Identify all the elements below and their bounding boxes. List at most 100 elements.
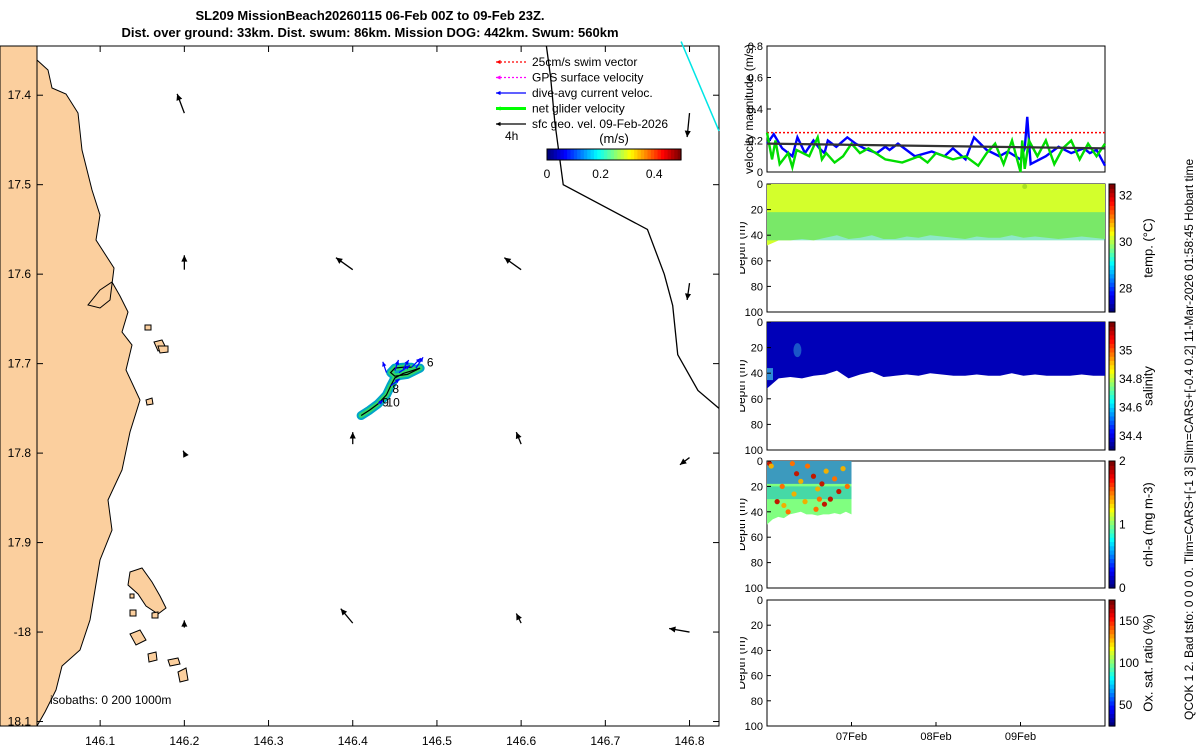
colorbar-segment	[647, 149, 652, 160]
temperature-section-colorbar-segment	[1109, 248, 1115, 253]
colorbar-segment	[597, 149, 602, 160]
oxygen-section-y-tick-label: 100	[745, 721, 763, 733]
island-10	[144, 324, 152, 331]
temperature-section-colorbar-label: temp. (°C)	[1140, 218, 1155, 277]
colorbar-segment	[630, 149, 635, 160]
oxygen-section-colorbar-segment	[1109, 709, 1115, 714]
chlorophyll-section-y-tick-label: 60	[751, 532, 763, 544]
chlorophyll-surface-layer	[767, 461, 852, 484]
side-metadata-text: QCOK 1 2. Bad tsfo: 0 0 0 0. Tlim=CARS+[…	[1182, 159, 1196, 720]
chlorophyll-section-colorbar-segment	[1109, 490, 1115, 496]
salinity-section-colorbar-segment	[1109, 334, 1115, 340]
velocity-y-tick-label: 0.6	[748, 73, 763, 85]
chlorophyll-section-colorbar-segment	[1109, 558, 1115, 564]
colorbar-label: (m/s)	[599, 131, 629, 146]
dive-avg-current-arrowhead	[378, 400, 384, 405]
salinity-section-colorbar-segment	[1109, 364, 1115, 370]
geo-velocity-arrowhead	[183, 450, 189, 458]
oxygen-section-colorbar-segment	[1109, 637, 1115, 643]
oxygen-section-colorbar-segment	[1109, 654, 1115, 660]
salinity-section-colorbar-segment	[1109, 394, 1115, 400]
chlorophyll-section-colorbar-segment	[1109, 511, 1115, 517]
chlorophyll-section-colorbar-segment	[1109, 554, 1115, 559]
legend-label: GPS surface velocity	[532, 71, 643, 85]
salinity-section-colorbar-segment	[1109, 390, 1115, 396]
island-11	[129, 593, 135, 599]
oxygen-section-colorbar-segment	[1109, 692, 1115, 698]
chlorophyll-section-colorbar-segment	[1109, 579, 1115, 585]
chlorophyll-high-spot	[793, 471, 800, 477]
oxygen-x-tick-label: 09Feb	[1005, 731, 1036, 743]
colorbar-segment	[590, 149, 595, 160]
oxygen-section-colorbar-segment	[1109, 621, 1115, 626]
dive-avg-current-arrowhead	[418, 357, 424, 363]
salinity-section-colorbar-segment	[1109, 360, 1115, 366]
chlorophyll-section-colorbar-segment	[1109, 571, 1115, 576]
chlorophyll-high-spot	[804, 463, 811, 469]
track-day-label: 6	[427, 355, 434, 369]
island-8	[177, 667, 189, 683]
colorbar-frame	[546, 148, 682, 161]
chlorophyll-section-colorbar-tick-label: 2	[1119, 454, 1126, 468]
island-3	[145, 397, 154, 406]
colorbar-segment	[583, 149, 588, 160]
colorbar-tick-label: 0.4	[646, 167, 663, 181]
temperature-section-colorbar-segment	[1109, 273, 1115, 279]
dive-avg-current-arrowhead	[382, 361, 387, 367]
chlorophyll-high-spot	[827, 496, 833, 502]
salinity-section-data	[767, 322, 1105, 389]
colorbar-segment	[634, 149, 639, 160]
colorbar-segment	[660, 149, 665, 160]
temperature-warm-spot	[1022, 184, 1028, 190]
colorbar-segment	[620, 149, 625, 160]
temperature-section-colorbar-segment	[1109, 239, 1115, 245]
oxygen-section-y-tick-label: 20	[751, 620, 763, 632]
oxygen-section-colorbar-segment	[1109, 629, 1115, 635]
oxygen-section-y-tick-label: 60	[751, 671, 763, 683]
temperature-section-colorbar-segment	[1109, 252, 1115, 258]
temperature-section-colorbar-segment	[1109, 230, 1115, 236]
chlorophyll-high-spot	[815, 486, 821, 492]
salinity-section-colorbar-segment	[1109, 322, 1115, 327]
chlorophyll-high-spot	[836, 488, 842, 495]
temperature-section-colorbar-segment	[1109, 188, 1115, 194]
salinity-section-colorbar-segment	[1109, 420, 1115, 425]
colorbar-segment	[670, 149, 675, 160]
oxygen-section-colorbar-segment	[1109, 696, 1115, 702]
track-day-label: 9	[382, 396, 389, 410]
geo-velocity-arrowhead	[349, 432, 356, 439]
temperature-section-colorbar-segment	[1109, 256, 1115, 262]
colorbar-segment	[640, 149, 645, 160]
chlorophyll-section-colorbar-segment	[1109, 465, 1115, 471]
chlorophyll-high-spot	[779, 483, 785, 489]
chlorophyll-high-spot	[785, 509, 791, 515]
map-y-tick-label: -18	[14, 625, 32, 639]
temperature-section-colorbar-segment	[1109, 235, 1115, 241]
oxygen-section-colorbar-segment	[1109, 684, 1115, 689]
chlorophyll-section-colorbar-frame	[1108, 460, 1116, 589]
chlorophyll-high-spot	[774, 499, 780, 505]
salinity-section-colorbar-segment	[1109, 343, 1115, 349]
legend-arrowhead	[496, 75, 501, 80]
colorbar-segment	[580, 149, 585, 160]
chlorophyll-section-colorbar-segment	[1109, 532, 1115, 538]
map-x-tick-label: 146.8	[675, 734, 705, 748]
salinity-section-colorbar-segment	[1109, 428, 1115, 434]
legend-arrowhead	[496, 59, 501, 65]
chlorophyll-section-y-axis-label: Depth (m)	[740, 498, 748, 551]
island-5	[129, 629, 147, 646]
colorbar-segment	[650, 149, 655, 160]
oxygen-section-colorbar-segment	[1109, 658, 1115, 664]
chlorophyll-section-colorbar-segment	[1109, 499, 1115, 504]
oxygen-x-tick-label: 08Feb	[920, 731, 951, 743]
map-x-tick-label: 146.5	[422, 734, 452, 748]
geo-velocity-arrowhead	[516, 613, 522, 621]
oxygen-section-colorbar-segment	[1109, 688, 1115, 693]
chlorophyll-section-y-tick-label: 0	[757, 456, 763, 468]
temperature-section-y-axis-label: Depth (m)	[740, 221, 748, 274]
chlorophyll-high-spot	[813, 506, 819, 512]
legend-label: 25cm/s swim vector	[532, 55, 637, 69]
map-y-tick-label: 17.6	[8, 267, 32, 281]
map-y-tick-label: 17.7	[8, 357, 32, 371]
